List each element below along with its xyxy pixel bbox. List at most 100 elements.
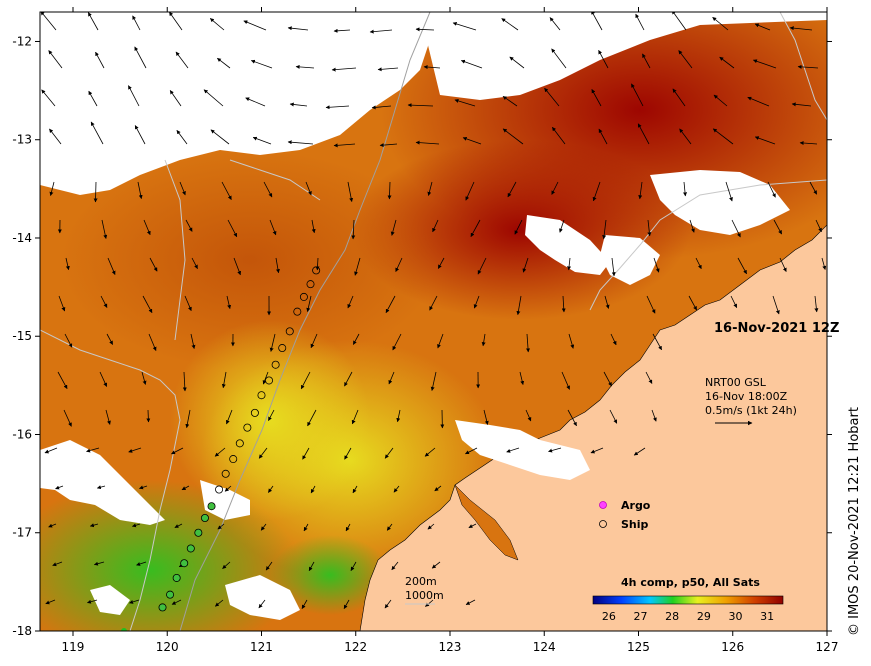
current-arrow	[100, 295, 108, 308]
current-arrow	[345, 523, 351, 532]
current-arrow	[712, 16, 729, 31]
current-arrow	[526, 333, 531, 353]
current-arrow	[310, 333, 318, 349]
ship-position-marker	[172, 573, 181, 582]
current-arrow	[217, 57, 231, 69]
current-arrow	[185, 219, 193, 232]
current-arrow	[344, 371, 353, 387]
ship-position-marker	[306, 280, 315, 289]
current-arrow	[310, 485, 316, 494]
current-arrow	[252, 136, 272, 145]
current-arrow	[44, 447, 58, 454]
current-arrow	[679, 128, 692, 145]
current-arrow	[747, 96, 770, 107]
ship-position-marker	[186, 544, 195, 553]
current-arrow	[275, 257, 280, 274]
current-arrow	[502, 128, 524, 145]
current-arrow	[509, 56, 525, 69]
ship-position-marker	[285, 327, 294, 336]
current-arrow	[637, 123, 650, 145]
x-tick-label: 126	[721, 640, 744, 654]
current-arrow	[352, 485, 358, 494]
contour-legend: 200m 1000m	[405, 575, 444, 605]
current-arrow	[95, 51, 105, 69]
current-arrow	[179, 181, 186, 196]
current-arrow	[598, 128, 608, 145]
current-arrow	[351, 219, 356, 240]
current-arrow	[516, 295, 522, 316]
current-arrow	[224, 485, 232, 492]
ship-position-marker	[215, 485, 224, 494]
y-tick-label: -15	[12, 329, 32, 343]
current-arrow	[128, 447, 142, 453]
current-arrow	[308, 561, 315, 572]
current-arrow	[227, 219, 238, 238]
contour-1000m	[779, 12, 827, 121]
current-arrow	[631, 83, 644, 107]
current-arrow	[307, 409, 317, 427]
colorbar-tick-label: 30	[729, 610, 743, 623]
current-arrow	[89, 523, 99, 528]
current-arrow	[437, 257, 445, 269]
current-arrow	[779, 257, 787, 273]
current-arrow	[559, 219, 565, 233]
x-tick-label: 127	[816, 640, 839, 654]
credit-text: © IMOS 20-Nov-2021 12:21 Hobart	[847, 407, 862, 636]
colorbar-tick-label: 27	[634, 610, 648, 623]
current-arrow	[58, 295, 66, 312]
marker-legend: Argo Ship	[599, 499, 651, 531]
current-arrow	[131, 523, 141, 528]
ship-current-position	[121, 628, 127, 631]
current-arrow	[371, 105, 392, 110]
ship-track	[158, 266, 321, 612]
current-arrow	[258, 447, 268, 459]
current-arrow	[295, 64, 315, 69]
current-arrow	[243, 20, 267, 31]
current-arrow	[315, 257, 320, 271]
current-arrow	[209, 18, 225, 31]
current-arrow	[184, 295, 192, 312]
current-arrow	[96, 485, 106, 490]
current-arrow	[93, 181, 98, 203]
date-label: 16-Nov-2021 12Z	[714, 321, 839, 336]
current-arrow	[303, 523, 309, 532]
current-arrow	[688, 295, 698, 311]
current-arrow	[678, 50, 693, 69]
current-arrow	[302, 447, 310, 460]
current-arrow	[49, 181, 55, 196]
current-arrow	[473, 295, 480, 309]
current-arrow	[245, 97, 266, 107]
current-arrow	[392, 333, 402, 351]
current-arrow	[754, 136, 776, 145]
current-arrow	[767, 181, 776, 198]
colorbar-tick-label: 29	[697, 610, 711, 623]
current-arrow	[427, 523, 435, 530]
ship-position-marker	[229, 455, 238, 464]
current-arrow	[87, 12, 99, 31]
current-product-annotation: NRT00 GSL 16-Nov 18:00Z 0.5m/s (1kt 24h)	[705, 376, 797, 426]
y-tick-label: -16	[12, 427, 32, 441]
current-arrow	[225, 409, 233, 425]
current-arrow	[465, 447, 478, 455]
ship-label: Ship	[621, 518, 649, 531]
current-arrow	[814, 295, 819, 313]
current-arrow	[431, 561, 441, 569]
current-arrow	[415, 140, 440, 145]
ship-position-marker	[221, 469, 230, 478]
current-arrow	[797, 64, 819, 69]
current-arrow	[731, 219, 741, 238]
current-arrow	[55, 485, 64, 490]
current-arrow	[683, 181, 688, 197]
current-arrow	[221, 371, 227, 389]
current-arrow	[369, 29, 393, 34]
current-arrow	[107, 257, 116, 275]
current-arrow	[598, 50, 609, 69]
current-arrow	[754, 23, 771, 31]
ship-position-marker	[207, 502, 216, 511]
ship-position-marker	[200, 514, 209, 523]
current-arrow	[592, 181, 601, 202]
current-arrow	[470, 219, 481, 238]
current-arrow	[609, 409, 618, 424]
current-arrow	[384, 599, 392, 609]
current-arrow	[646, 295, 656, 314]
